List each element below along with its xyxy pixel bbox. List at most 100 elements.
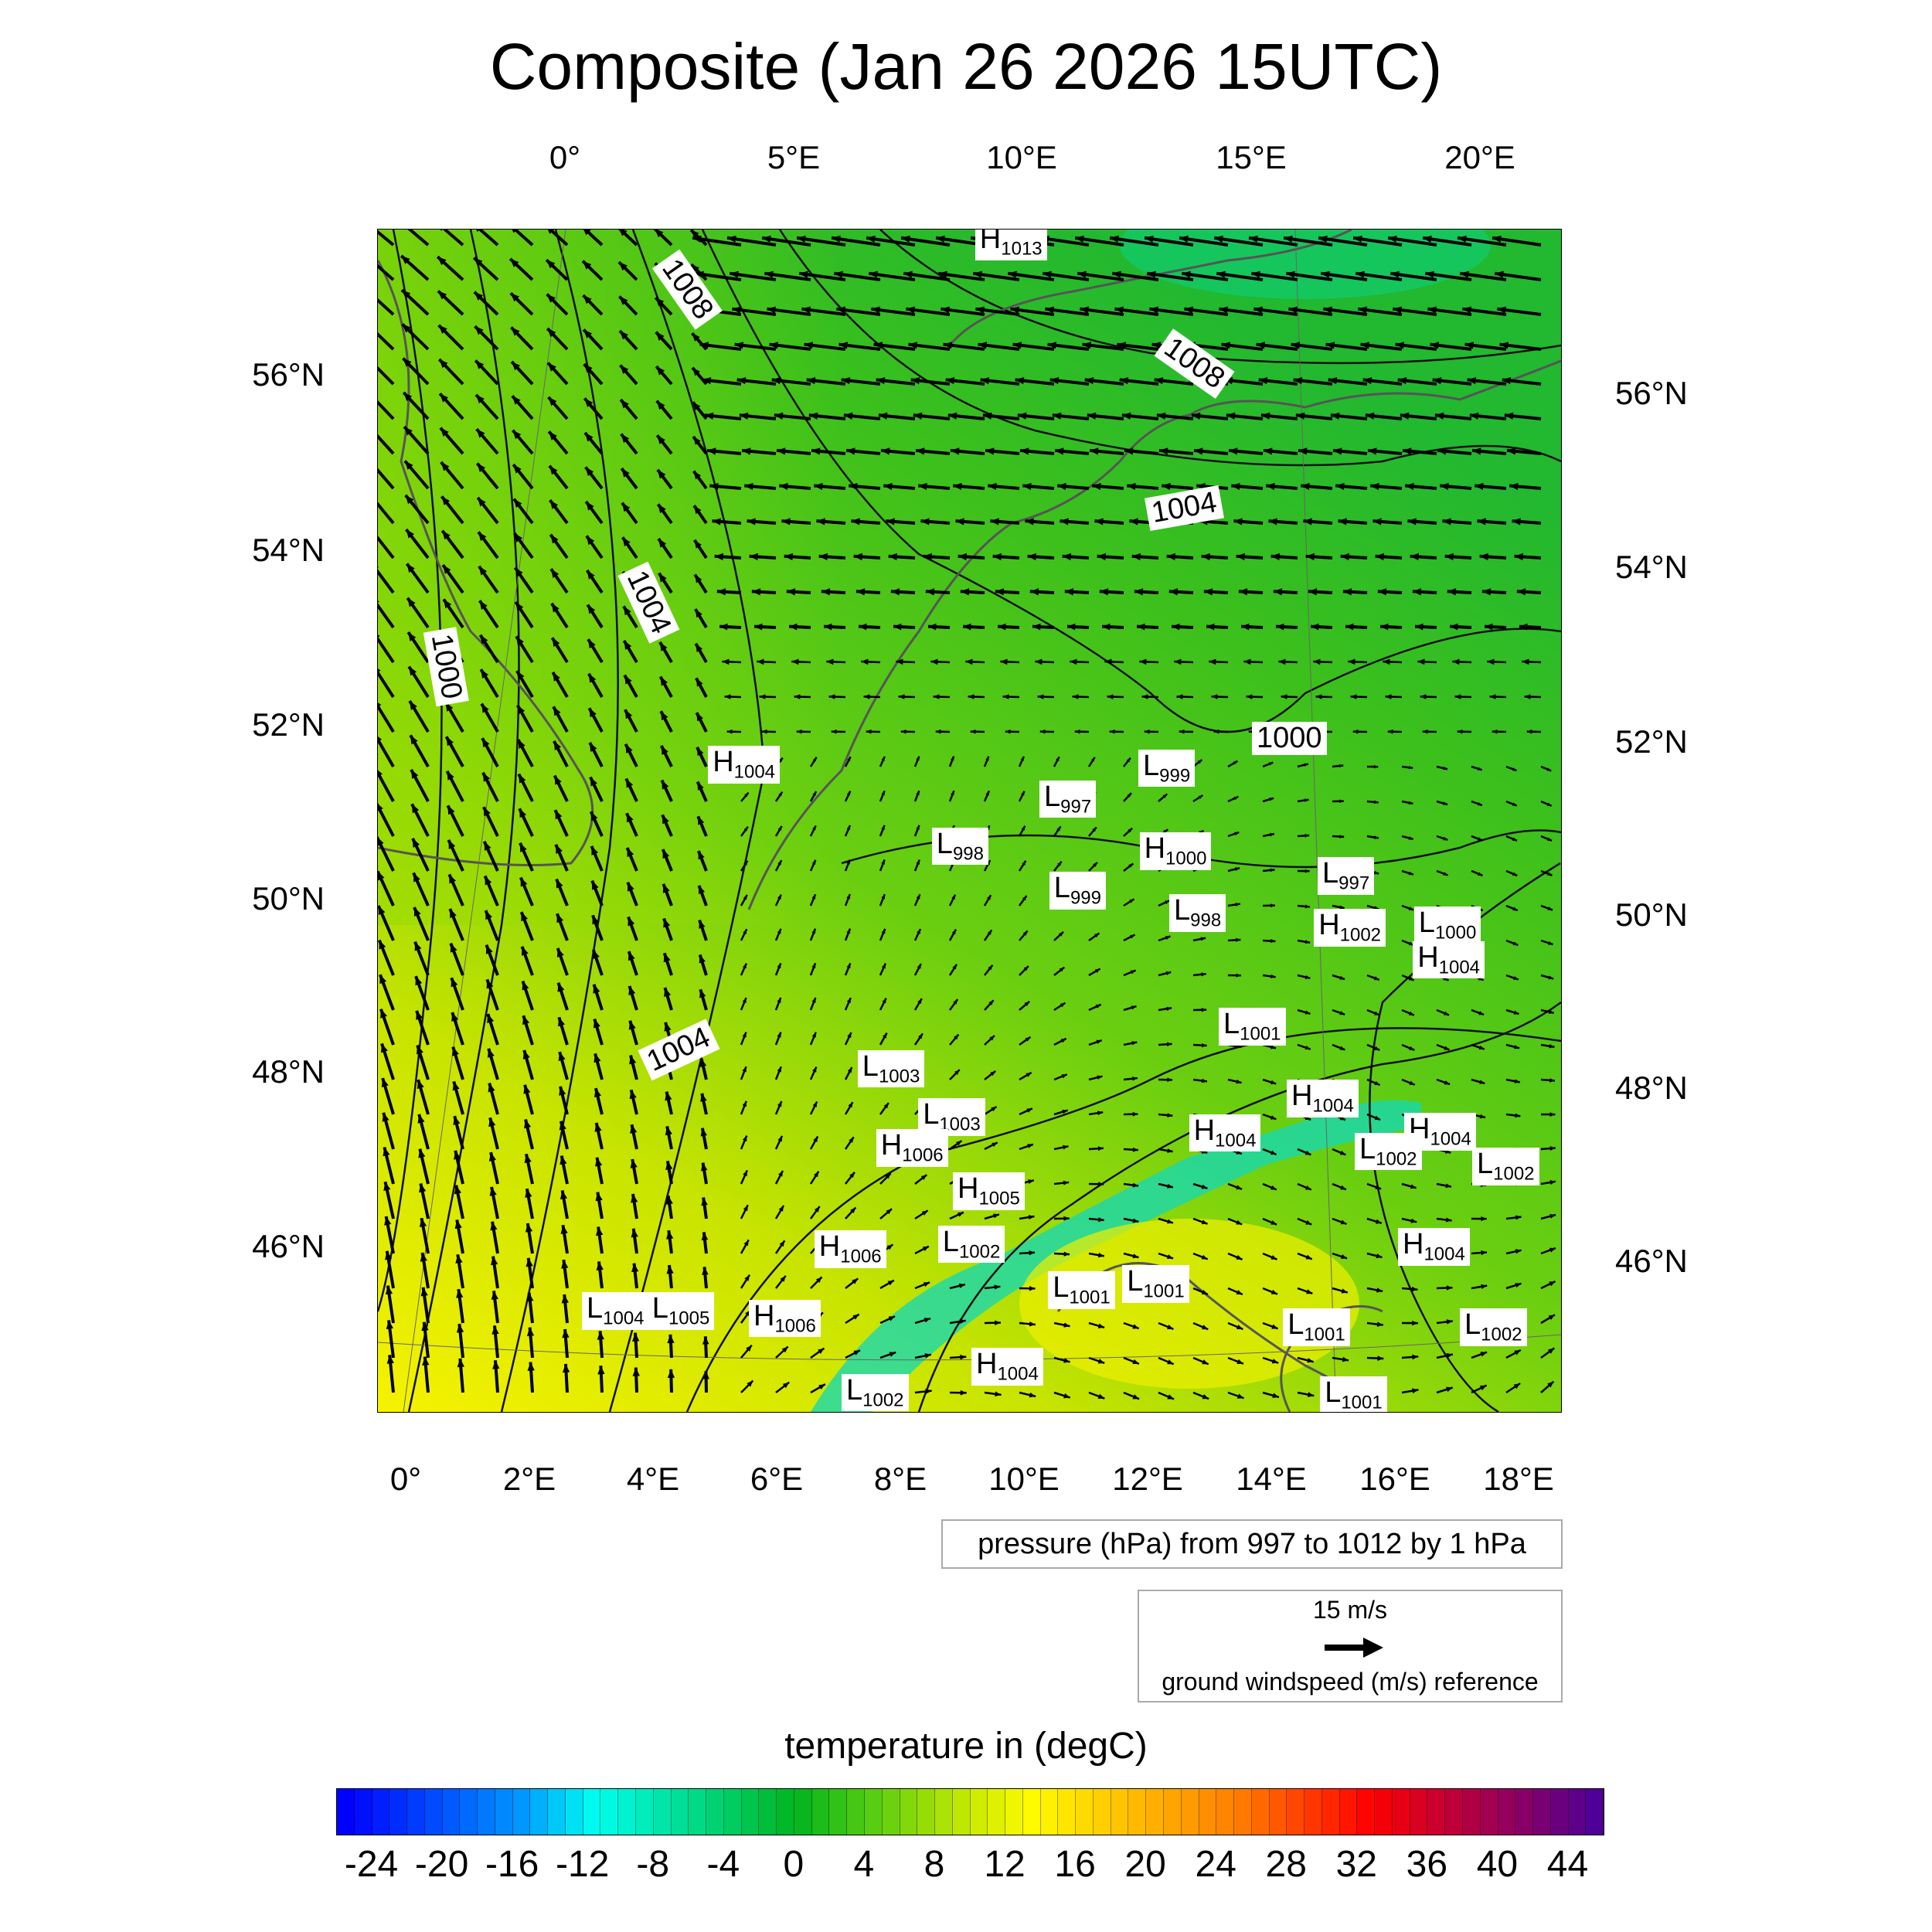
wind-arrow-head xyxy=(1131,1005,1137,1010)
colorbar-swatch xyxy=(917,1789,936,1835)
wind-arrow-head xyxy=(881,791,885,796)
wind-arrow-head xyxy=(1093,862,1097,867)
wind-arrow-head xyxy=(771,376,781,385)
wind-arrow-head xyxy=(1477,767,1482,770)
wind-arrow-head xyxy=(624,640,632,650)
colorbar-swatch xyxy=(389,1789,408,1835)
wind-arrow-head xyxy=(804,342,814,349)
wind-arrow-head xyxy=(780,1275,786,1282)
wind-arrow-head xyxy=(477,463,486,473)
wind-arrow-head xyxy=(1368,447,1377,455)
wind-arrow-head xyxy=(591,880,599,890)
wind-arrow-head xyxy=(767,306,776,314)
wind-arrow-head xyxy=(1549,1180,1556,1185)
wind-arrow-head xyxy=(1442,518,1451,526)
wind-arrow-head xyxy=(484,841,492,851)
wind-arrow-head xyxy=(712,518,721,526)
wind-arrow-head xyxy=(402,324,411,333)
wind-arrow-head xyxy=(382,1112,389,1122)
wind-arrow-head xyxy=(488,1117,496,1128)
wind-arrow-head xyxy=(743,1170,747,1177)
wind-arrow-head xyxy=(379,940,386,950)
wind-arrow-head xyxy=(1549,1009,1554,1014)
wind-arrow-head xyxy=(1132,1218,1139,1223)
wind-arrow-head xyxy=(378,804,383,811)
wind-arrow-head xyxy=(1304,869,1310,873)
wind-arrow-head xyxy=(797,235,806,243)
wind-arrow-head xyxy=(812,1066,817,1073)
wind-arrow-head xyxy=(1179,235,1189,243)
wind-arrow-head xyxy=(1478,1011,1485,1015)
wind-arrow-head xyxy=(1012,342,1022,349)
wind-arrow-head xyxy=(660,676,668,686)
pressure-center-type: L xyxy=(1477,1148,1494,1180)
wind-arrow-head xyxy=(930,658,938,665)
colorbar-swatch xyxy=(1339,1789,1358,1835)
wind-arrow-head xyxy=(1119,376,1129,385)
wind-arrow-head xyxy=(1249,235,1258,243)
wind-arrow-head xyxy=(583,329,593,338)
wind-arrow-head xyxy=(1350,694,1357,699)
wind-arrow-head xyxy=(980,376,990,385)
wind-arrow-head xyxy=(1057,861,1062,866)
wind-arrow-head xyxy=(1167,1148,1173,1153)
pressure-center-value: 1001 xyxy=(1341,1392,1383,1413)
left-lat-tick-label: 54°N xyxy=(252,532,325,568)
wind-arrow-head xyxy=(1139,658,1147,665)
wind-arrow-head xyxy=(1092,482,1101,491)
wind-arrow-head xyxy=(1163,829,1168,834)
wind-arrow-head xyxy=(1335,482,1345,491)
high-pressure-label: H1004 xyxy=(1287,1080,1359,1117)
wind-arrow-head xyxy=(917,964,921,969)
wind-arrow-head xyxy=(1444,553,1454,561)
wind-arrow-head xyxy=(628,1020,636,1030)
wind-arrow-head xyxy=(626,778,634,788)
wind-arrow-head xyxy=(693,471,702,480)
wind-arrow-head xyxy=(1547,1381,1554,1388)
wind-arrow-head xyxy=(1512,518,1521,526)
wind-arrow-head xyxy=(1234,867,1240,871)
wind-arrow-head xyxy=(846,825,850,831)
wind-arrow-head xyxy=(796,729,802,734)
wind-arrow-head xyxy=(928,623,937,631)
wind-arrow-head xyxy=(1462,306,1471,314)
wind-arrow-head xyxy=(1408,836,1413,840)
wind-arrow-head xyxy=(1026,1072,1032,1077)
wind-arrow-head xyxy=(621,468,630,478)
wind-arrow-head xyxy=(916,447,925,455)
wind-arrow-head xyxy=(401,256,410,264)
wind-arrow-head xyxy=(851,518,860,526)
wind-arrow-head xyxy=(697,747,704,757)
wind-arrow-head xyxy=(959,1318,966,1325)
pressure-center-type: L xyxy=(587,1292,604,1325)
wind-arrow-head xyxy=(415,976,423,986)
wind-arrow-head xyxy=(960,1354,967,1360)
wind-arrow-head xyxy=(510,258,519,267)
colorbar-tick-label: -8 xyxy=(636,1844,670,1885)
wind-arrow-head xyxy=(1546,802,1552,806)
wind-arrow-head xyxy=(843,412,853,420)
wind-arrow-head xyxy=(1166,553,1175,561)
colorbar-swatch xyxy=(935,1789,953,1835)
wind-arrow-head xyxy=(1405,482,1414,491)
wind-arrow-head xyxy=(995,1320,1001,1325)
wind-arrow-head xyxy=(692,235,702,243)
wind-arrow-head xyxy=(588,639,596,649)
wind-arrow-head xyxy=(1156,412,1166,420)
high-pressure-label: H1004 xyxy=(1189,1114,1261,1152)
wind-arrow-head xyxy=(883,1103,889,1109)
wind-arrow-head xyxy=(1304,763,1308,767)
wind-arrow-head xyxy=(699,954,706,964)
wind-arrow-head xyxy=(1201,1043,1207,1048)
wind-arrow-head xyxy=(1444,1080,1451,1085)
wind-arrow-head xyxy=(704,412,714,420)
colorbar-swatch xyxy=(671,1789,689,1835)
low-pressure-label: L1003 xyxy=(857,1049,925,1088)
wind-arrow-head xyxy=(968,694,975,699)
wind-arrow-head xyxy=(585,467,594,477)
bottom-lon-tick-label: 8°E xyxy=(873,1461,927,1497)
colorbar-tick-label: -12 xyxy=(556,1844,610,1885)
pressure-center-value: 1004 xyxy=(1312,1095,1354,1117)
wind-arrow-head xyxy=(1236,937,1241,942)
wind-arrow-head xyxy=(1246,694,1253,699)
